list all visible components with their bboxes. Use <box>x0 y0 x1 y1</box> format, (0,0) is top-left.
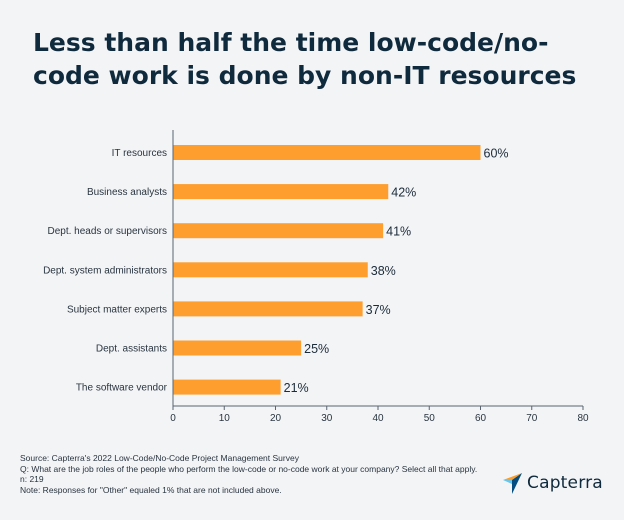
bar <box>173 184 389 200</box>
value-label: 37% <box>366 303 391 317</box>
value-label: 25% <box>304 342 329 356</box>
bar-chart: IT resources Business analysts Dept. heads… <box>43 130 589 424</box>
capterra-arrow-icon <box>503 473 522 494</box>
bar <box>173 145 481 160</box>
source-note: Source: Capterra's 2022 Low-Code/No-Code… <box>20 453 299 463</box>
bar <box>173 223 384 239</box>
category-label: Business analysts <box>87 187 167 198</box>
footnotes: Source: Capterra's 2022 Low-Code/No-Code… <box>20 453 500 495</box>
other-note: Note: Responses for "Other" equaled 1% t… <box>20 484 282 495</box>
capterra-wordmark: Capterra <box>527 473 603 493</box>
category-label: The software vendor <box>76 383 168 394</box>
category-label: Dept. system administrators <box>43 265 167 276</box>
value-label: 38% <box>371 264 396 278</box>
bar <box>173 340 302 356</box>
x-tick-label: 60 <box>475 413 487 424</box>
value-label: 42% <box>391 186 416 200</box>
question-note: Q: What are the job roles of the people … <box>20 463 478 474</box>
bar <box>173 262 368 278</box>
bar <box>173 379 281 395</box>
x-tick-label: 80 <box>577 413 589 424</box>
value-label: 41% <box>386 225 411 239</box>
x-tick-label: 40 <box>372 413 384 424</box>
capterra-logo: Capterra <box>503 471 603 495</box>
x-tick-label: 10 <box>219 413 231 424</box>
value-label: 21% <box>284 381 309 395</box>
x-tick-label: 70 <box>526 413 538 424</box>
category-label: IT resources <box>112 148 167 159</box>
chart-title: Less than half the time low-code/no-code… <box>33 28 577 90</box>
value-label: 60% <box>484 147 509 161</box>
category-label: Subject matter experts <box>67 304 167 315</box>
sample-size-note: n: 219 <box>20 474 44 485</box>
x-tick-label: 0 <box>170 413 176 424</box>
x-tick-label: 30 <box>321 413 333 424</box>
bar <box>173 301 363 317</box>
x-tick-label: 20 <box>270 413 282 424</box>
x-tick-label: 50 <box>424 413 436 424</box>
category-label: Dept. assistants <box>96 344 167 355</box>
category-label: Dept. heads or supervisors <box>47 226 167 237</box>
